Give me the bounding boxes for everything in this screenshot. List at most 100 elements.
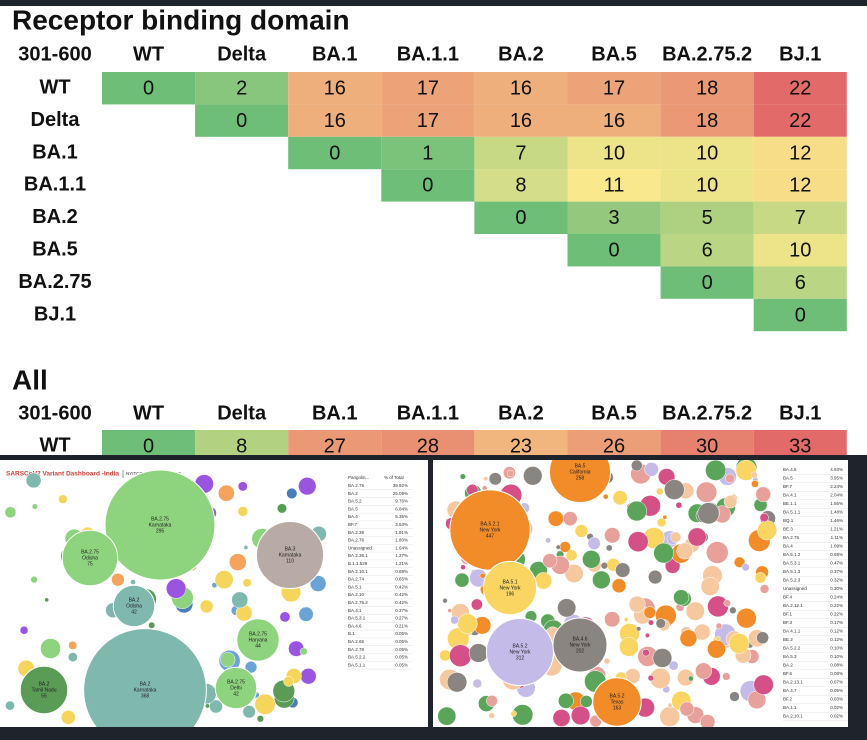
cell-value: 22 <box>789 110 811 132</box>
heat-cell <box>102 430 196 455</box>
filler-bubble <box>755 486 772 503</box>
list-name: BA.5.2.3 <box>783 578 801 583</box>
bubble <box>548 460 612 504</box>
list-name: BA.2.10.1 <box>348 569 368 574</box>
filler-bubble <box>574 524 589 538</box>
filler-bubble <box>557 692 574 709</box>
filler-bubble <box>643 606 656 619</box>
filler-bubble <box>602 493 609 500</box>
list-percent: 0.21% <box>395 623 408 628</box>
filler-bubble <box>685 601 705 621</box>
cell-value: 17 <box>417 110 439 132</box>
filler-bubble <box>243 545 249 550</box>
filler-bubble <box>570 705 591 726</box>
heat-cell <box>660 136 754 170</box>
filler-bubble <box>612 490 628 506</box>
filler-bubble <box>715 622 723 630</box>
filler-bubble <box>706 541 729 564</box>
list-name: BF.4 <box>783 595 793 600</box>
cell-value: 10 <box>696 175 718 197</box>
cell-value: 16 <box>324 77 346 99</box>
bubble-place: Tamil Nadu <box>31 687 56 693</box>
bubble <box>61 529 119 587</box>
filler-bubble <box>677 669 695 687</box>
filler-bubble <box>545 537 552 544</box>
list-percent: 9.76% <box>395 499 408 504</box>
list-name: BA.4.1 <box>348 608 362 613</box>
cell-value: 1 <box>422 142 433 164</box>
row-label: BA.1 <box>32 141 78 163</box>
list-percent: 0.42% <box>395 584 408 589</box>
filler-bubble <box>728 633 750 654</box>
heat-cell <box>753 104 847 137</box>
filler-bubble <box>604 611 621 628</box>
bubble <box>104 469 216 581</box>
heat-cell <box>474 430 568 455</box>
list-name: BF.7 <box>348 522 358 527</box>
bubble-variant: BA.2.75 <box>151 516 169 522</box>
filler-bubble <box>446 672 468 693</box>
cell-value: 10 <box>696 142 718 164</box>
filler-bubble <box>705 460 727 481</box>
list-percent: 0.65% <box>395 577 408 582</box>
bubble-count: 312 <box>516 655 525 661</box>
filler-bubble <box>656 517 667 528</box>
filler-bubble <box>534 572 553 590</box>
column-header: BA.2.75.2 <box>662 402 752 424</box>
filler-bubble <box>286 487 298 499</box>
column-header: BA.1.1 <box>397 402 459 424</box>
cell-value: 2 <box>236 77 247 99</box>
filler-bubble <box>644 632 650 638</box>
list-header: % of Total <box>384 475 404 480</box>
filler-bubble <box>579 695 593 708</box>
filler-bubble <box>722 672 731 681</box>
heat-cell <box>753 298 847 332</box>
list-percent: 1.27% <box>395 553 408 558</box>
filler-bubble <box>470 598 483 611</box>
filler-bubble <box>604 527 621 544</box>
filler-bubble <box>592 570 611 590</box>
heat-cell <box>381 72 475 105</box>
list-percent: 1.21% <box>395 561 408 566</box>
filler-bubble <box>679 629 698 648</box>
bubble-place: Karnataka <box>149 522 172 528</box>
filler-bubble <box>562 511 578 527</box>
filler-bubble <box>488 472 502 486</box>
list-percent: 0.05% <box>395 639 408 644</box>
filler-bubble <box>299 647 308 656</box>
list-percent: 2.04% <box>830 493 843 498</box>
cell-value: 0 <box>795 304 806 326</box>
filler-bubble <box>647 674 654 682</box>
cell-value: 16 <box>510 110 532 132</box>
filler-bubble <box>600 562 609 570</box>
list-percent: 0.22% <box>830 612 843 617</box>
filler-bubble <box>729 691 740 702</box>
heat-cell <box>195 72 289 105</box>
bubble-count: 110 <box>286 558 294 564</box>
filler-bubble <box>655 487 664 496</box>
list-name: BA.5.2.2 <box>348 655 366 660</box>
filler-bubble <box>449 644 472 667</box>
filler-bubble <box>237 506 249 517</box>
list-name: BF.2 <box>783 697 793 702</box>
bubble-count: 258 <box>576 475 585 481</box>
filler-bubble <box>655 618 666 629</box>
bubble-variant: BA.5 <box>575 463 586 469</box>
bubble-place: California <box>569 469 590 475</box>
column-header: BA.1.1 <box>397 43 459 65</box>
heat-cell <box>381 104 475 137</box>
bubble-count: 44 <box>255 643 261 649</box>
list-percent: 1.80% <box>395 538 408 543</box>
cell-value: 18 <box>696 77 718 99</box>
bubble-place: Delhi <box>230 685 241 691</box>
cell-value: 16 <box>324 110 346 132</box>
bubble-count: 55 <box>41 693 47 699</box>
cell-value: 7 <box>515 142 526 164</box>
cell-value: 5 <box>702 207 713 229</box>
list-name: BA.4 <box>348 514 358 519</box>
filler-bubble <box>626 500 647 522</box>
filler-bubble <box>695 481 718 503</box>
list-name: BA.2.75 <box>783 535 800 540</box>
filler-bubble <box>68 640 78 650</box>
